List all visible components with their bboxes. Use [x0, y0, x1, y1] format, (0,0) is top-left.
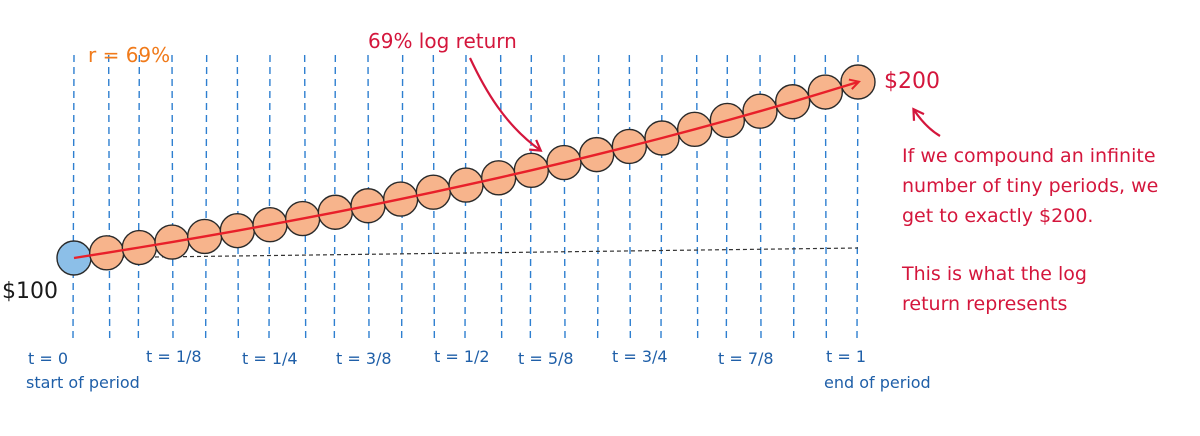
tick-t1-4: t = 1/4: [242, 349, 298, 368]
tick-t3-8: t = 3/8: [336, 349, 392, 368]
period-line: [499, 54, 503, 339]
period-line: [660, 54, 663, 339]
explanation-line-1: If we compound an infinite: [902, 145, 1156, 167]
period-line: [596, 54, 600, 339]
period-line: [563, 54, 566, 339]
period-line: [107, 54, 111, 339]
end-value-label: $200: [884, 69, 940, 94]
period-line: [137, 54, 141, 339]
explanation-line-3: get to exactly $200.: [902, 205, 1093, 227]
rate-label: r = 69%: [88, 43, 170, 67]
callout-arrow: [469, 57, 543, 152]
tick-t1-2: t = 1/2: [434, 347, 490, 366]
period-line: [204, 54, 208, 339]
tick-t5-8: t = 5/8: [518, 349, 574, 368]
period-line: [303, 54, 307, 339]
meaning-line-2: return represents: [902, 293, 1067, 315]
period-line: [695, 54, 699, 339]
start-value-label: $100: [2, 279, 58, 304]
log-return-callout: 69% log return: [368, 29, 517, 53]
period-line: [171, 54, 174, 339]
period-line: [236, 54, 240, 339]
explanation-arrow: [912, 107, 941, 137]
tick-t3-4: t = 3/4: [612, 347, 668, 366]
period-line: [529, 54, 533, 339]
period-line: [72, 54, 75, 339]
tick-t1-8: t = 1/8: [146, 347, 202, 366]
period-line: [628, 54, 632, 339]
tick-t7-8: t = 7/8: [718, 349, 774, 368]
tick-t0: t = 0: [28, 349, 68, 368]
growth-line: [73, 82, 858, 260]
tick-t1: t = 1: [826, 347, 866, 366]
end-caption: end of period: [824, 373, 931, 392]
meaning-line-1: This is what the log: [901, 263, 1087, 285]
start-caption: start of period: [26, 373, 140, 392]
period-line: [725, 54, 729, 339]
explanation-line-2: number of tiny periods, we: [902, 175, 1158, 197]
period-line: [268, 54, 271, 339]
